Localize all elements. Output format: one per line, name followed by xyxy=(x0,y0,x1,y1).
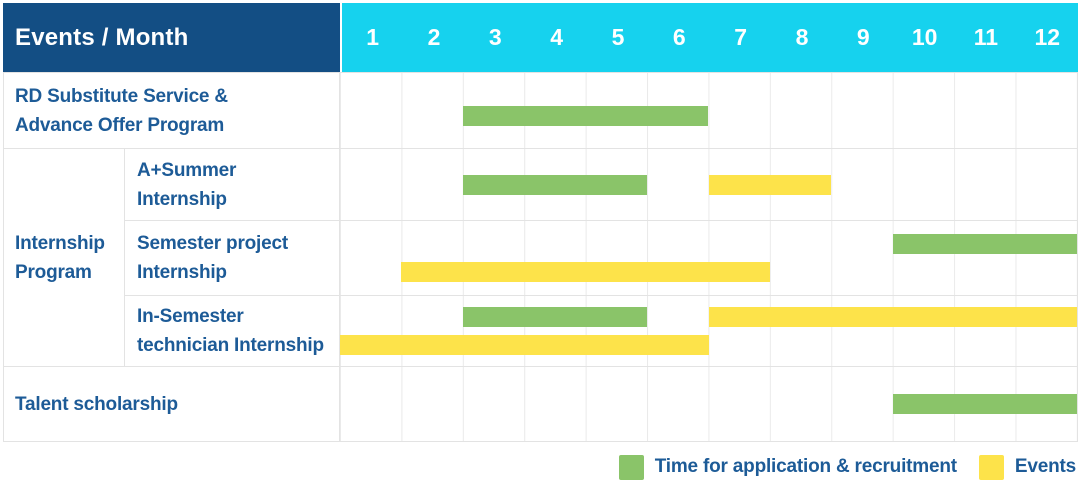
legend-label-events: Events xyxy=(1014,456,1076,477)
gantt-bar-green xyxy=(892,394,1077,414)
table-row-a-summer: A+Summer Internship xyxy=(125,149,1077,220)
gantt-body: RD Substitute Service & Advance Offer Pr… xyxy=(3,72,1078,442)
row-label-semester-project: Semester project Internship xyxy=(125,221,340,295)
chart-cell-talent-scholarship xyxy=(340,367,1077,441)
month-header-3: 3 xyxy=(488,24,502,50)
chart-cell-in-semester xyxy=(340,296,1077,366)
month-header-5: 5 xyxy=(611,24,625,50)
row-label-line: Advance Offer Program xyxy=(15,114,225,136)
row-label-line: Semester project xyxy=(137,233,288,254)
month-header-strip: 1 2 3 4 5 6 7 8 9 10 11 12 xyxy=(342,3,1078,72)
events-month-header: Events / Month xyxy=(3,3,340,72)
gantt-lane xyxy=(340,262,1077,282)
row-label-line: In-Semester xyxy=(137,306,244,327)
chart-cell-rd-substitute xyxy=(340,73,1077,148)
gantt-bar-yellow xyxy=(708,307,1077,327)
month-header-7: 7 xyxy=(734,24,748,50)
row-label-line: Talent scholarship xyxy=(15,393,178,415)
row-label-rd-substitute: RD Substitute Service & Advance Offer Pr… xyxy=(4,73,340,148)
legend-swatch-application xyxy=(618,454,644,480)
group-label-internship-program: Internship Program xyxy=(4,149,125,366)
gantt-bar-yellow xyxy=(340,335,709,355)
internship-subrows: A+Summer Internship Semester project Int… xyxy=(125,149,1077,366)
chart-cell-semester-project xyxy=(340,221,1077,295)
gantt-lane xyxy=(340,234,1077,254)
legend-swatch-events xyxy=(978,454,1004,480)
gantt-lane xyxy=(340,174,1077,195)
table-row-semester-project: Semester project Internship xyxy=(125,220,1077,295)
gantt-bar-green xyxy=(892,234,1077,254)
table-row-talent-scholarship: Talent scholarship xyxy=(4,366,1077,441)
gantt-bar-yellow xyxy=(401,262,770,282)
month-header-1: 1 xyxy=(366,24,380,50)
row-label-line: technician Internship xyxy=(137,335,324,356)
gantt-bar-green xyxy=(462,307,648,327)
month-header-12: 12 xyxy=(1034,24,1061,50)
gantt-lane xyxy=(340,105,1077,126)
row-label-in-semester: In-Semester technician Internship xyxy=(125,296,340,366)
header-divider xyxy=(340,3,342,72)
chart-cell-a-summer xyxy=(340,149,1077,220)
row-label-line: Internship xyxy=(137,262,227,283)
row-label-line: A+Summer xyxy=(137,159,237,181)
table-group-internship-program: Internship Program A+Summer Internship S… xyxy=(4,148,1077,366)
group-label-line: Program xyxy=(15,261,92,283)
month-header-4: 4 xyxy=(550,24,564,50)
month-header-6: 6 xyxy=(672,24,686,50)
gantt-lane xyxy=(340,307,1077,327)
month-header-10: 10 xyxy=(911,24,938,50)
row-label-line: RD Substitute Service & xyxy=(15,85,228,107)
gantt-lane xyxy=(340,335,1077,355)
month-header-11: 11 xyxy=(973,24,999,50)
row-label-line: Internship xyxy=(137,188,227,210)
gantt-bar-yellow xyxy=(708,174,832,195)
gantt-lane xyxy=(340,394,1077,414)
legend-label-application: Time for application & recruitment xyxy=(654,456,957,477)
month-header-2: 2 xyxy=(427,24,441,50)
header-row: Events / Month 1 2 3 4 5 6 7 8 9 10 11 1… xyxy=(3,3,1078,72)
table-row-in-semester: In-Semester technician Internship xyxy=(125,295,1077,366)
month-header-8: 8 xyxy=(795,24,809,50)
gantt-bar-green xyxy=(462,174,648,195)
row-label-talent-scholarship: Talent scholarship xyxy=(4,367,340,441)
group-label-line: Internship xyxy=(15,232,105,254)
month-header-9: 9 xyxy=(856,24,870,50)
gantt-bar-green xyxy=(462,105,709,126)
table-row-rd-substitute: RD Substitute Service & Advance Offer Pr… xyxy=(4,72,1077,148)
row-label-a-summer: A+Summer Internship xyxy=(125,149,340,220)
gantt-chart: Events / Month 1 2 3 4 5 6 7 8 9 10 11 1… xyxy=(3,3,1078,442)
legend: Time for application & recruitment Event… xyxy=(3,443,1078,491)
